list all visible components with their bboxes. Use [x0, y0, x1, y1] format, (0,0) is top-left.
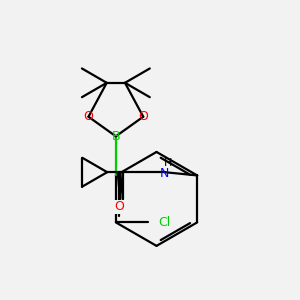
Text: Cl: Cl — [158, 216, 170, 229]
Text: N: N — [160, 167, 169, 180]
Text: B: B — [112, 130, 120, 143]
Text: O: O — [114, 200, 124, 213]
Text: O: O — [83, 110, 93, 123]
Text: O: O — [138, 110, 148, 123]
Text: H: H — [164, 158, 173, 168]
